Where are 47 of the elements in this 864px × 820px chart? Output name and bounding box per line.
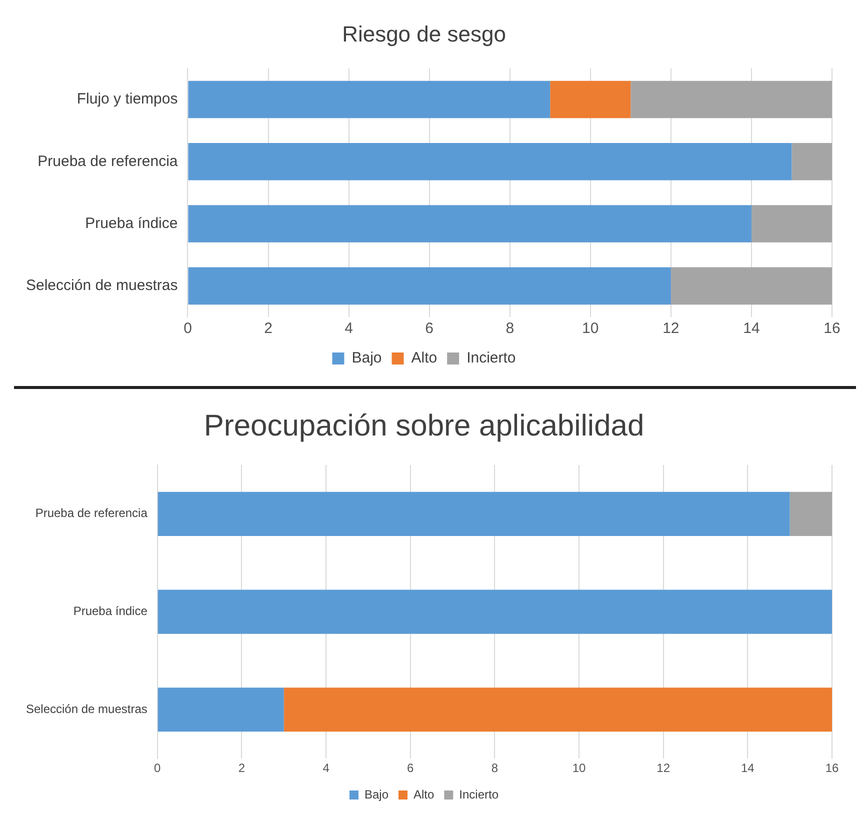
x-tick-label: 8 xyxy=(506,320,514,338)
x-tick-label: 0 xyxy=(154,761,162,776)
x-tick-label: 2 xyxy=(264,320,272,338)
bar xyxy=(188,205,752,242)
x-tick-label: 14 xyxy=(740,761,755,776)
x-tick-label: 10 xyxy=(572,761,586,776)
bar xyxy=(284,688,832,732)
x-tick-label: 6 xyxy=(407,761,414,776)
y-tick-label: Flujo y tiempos xyxy=(76,90,178,108)
x-tick-label: 4 xyxy=(322,761,330,776)
x-tick-label: 4 xyxy=(344,320,353,338)
bar xyxy=(670,267,832,305)
y-tick-label: Prueba índice xyxy=(85,214,178,232)
x-tick-label: 10 xyxy=(582,320,599,338)
y-tick-label: Prueba de referencia xyxy=(35,506,148,520)
bar xyxy=(630,80,832,118)
x-tick-label: 12 xyxy=(662,320,680,338)
bar xyxy=(751,205,832,242)
bar xyxy=(158,688,284,732)
x-tick-label: 16 xyxy=(825,761,839,776)
x-tick-label: 0 xyxy=(184,320,192,338)
chart-title: Riesgo de sesgo xyxy=(342,21,506,46)
x-tick-label: 16 xyxy=(824,320,840,338)
x-tick-label: 6 xyxy=(425,320,434,338)
y-tick-label: Prueba índice xyxy=(73,604,148,618)
x-tick-label: 12 xyxy=(656,761,670,776)
chart-title: Preocupación sobre aplicabilidad xyxy=(204,409,644,442)
bar xyxy=(158,590,832,634)
legend-label: Bajo xyxy=(352,350,382,367)
bar xyxy=(792,142,832,180)
x-tick-label: 14 xyxy=(743,320,760,338)
bar xyxy=(158,492,790,536)
bar xyxy=(188,142,792,180)
legend-label: Alto xyxy=(413,787,434,802)
y-tick-label: Selección de muestras xyxy=(26,702,148,716)
x-tick-label: 2 xyxy=(238,761,246,776)
bar xyxy=(188,80,550,118)
y-tick-label: Selección de muestras xyxy=(26,277,178,294)
legend-label: Incierto xyxy=(466,350,516,367)
bar xyxy=(550,80,631,118)
legend-label: Incierto xyxy=(459,787,499,802)
x-tick-label: 8 xyxy=(491,761,498,776)
legend-label: Bajo xyxy=(364,787,389,802)
y-tick-label: Prueba de referencia xyxy=(38,152,178,170)
legend-label: Alto xyxy=(411,350,438,367)
bar xyxy=(188,267,671,305)
bar xyxy=(790,492,832,536)
